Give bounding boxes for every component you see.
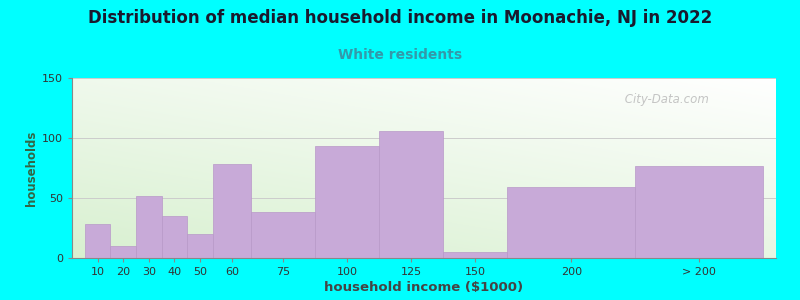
Bar bbox=[251, 212, 315, 258]
Text: White residents: White residents bbox=[338, 48, 462, 62]
Bar bbox=[315, 146, 379, 258]
Bar bbox=[162, 216, 187, 258]
X-axis label: household income ($1000): household income ($1000) bbox=[325, 281, 523, 294]
Bar bbox=[187, 234, 213, 258]
Bar bbox=[136, 196, 162, 258]
Bar bbox=[213, 164, 251, 258]
Text: City-Data.com: City-Data.com bbox=[621, 93, 709, 106]
Bar bbox=[443, 252, 507, 258]
Bar bbox=[85, 224, 110, 258]
Text: Distribution of median household income in Moonachie, NJ in 2022: Distribution of median household income … bbox=[88, 9, 712, 27]
Bar bbox=[507, 187, 635, 258]
Bar bbox=[379, 131, 443, 258]
Bar bbox=[635, 166, 763, 258]
Y-axis label: households: households bbox=[25, 130, 38, 206]
Bar bbox=[110, 246, 136, 258]
